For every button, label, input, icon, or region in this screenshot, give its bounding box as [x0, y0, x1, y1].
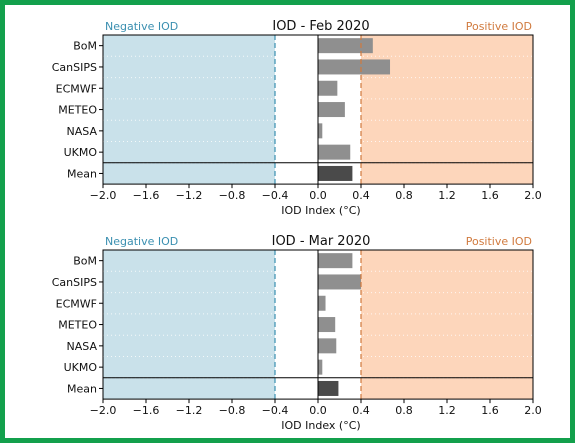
iod-chart: BoM CanSIPS ECMWF METEO NASA UKMO Mean −2.0 −1.6… [52, 19, 542, 217]
category-label: Mean [67, 167, 97, 180]
iod-chart: BoM CanSIPS ECMWF METEO NASA UKMO Mean −2.0 −1.6… [52, 234, 542, 432]
x-tick-label: 1.2 [438, 189, 456, 202]
category-label: CanSIPS [52, 61, 97, 74]
category-label: NASA [67, 125, 98, 138]
x-tick-label: 0.4 [352, 404, 370, 417]
positive-iod-label: Positive IOD [466, 20, 532, 33]
category-label: METEO [58, 104, 97, 117]
positive-iod-region [361, 35, 533, 185]
model-bar-bom [318, 38, 373, 54]
x-tick-label: −2.0 [90, 189, 117, 202]
chart-title: IOD - Feb 2020 [272, 19, 369, 34]
x-tick-label: 2.0 [524, 404, 542, 417]
x-tick-label: −0.8 [219, 189, 246, 202]
category-label: ECMWF [56, 82, 97, 95]
model-bar-nasa [318, 338, 337, 354]
x-axis-label: IOD Index (°C) [281, 204, 360, 217]
category-label: BoM [73, 255, 97, 268]
model-bar-bom [318, 253, 353, 269]
chart-panel-feb-2020: BoM CanSIPS ECMWF METEO NASA UKMO Mean −2.0 −1.6… [5, 12, 575, 222]
chart-title: IOD - Mar 2020 [272, 234, 371, 249]
chart-panel-mar-2020: BoM CanSIPS ECMWF METEO NASA UKMO Mean −2.0 −1.6… [5, 227, 575, 437]
x-tick-label: −1.2 [176, 404, 203, 417]
x-tick-label: 0.0 [309, 189, 327, 202]
category-label: NASA [67, 340, 98, 353]
category-label: BoM [73, 40, 97, 53]
model-bar-nasa [318, 123, 323, 139]
positive-iod-label: Positive IOD [466, 235, 532, 248]
model-bar-ukmo [318, 359, 323, 375]
model-bar-ukmo [318, 144, 351, 160]
x-tick-label: 2.0 [524, 189, 542, 202]
model-bar-meteo [318, 102, 345, 118]
category-label: CanSIPS [52, 276, 97, 289]
negative-iod-region [103, 35, 275, 185]
negative-iod-label: Negative IOD [105, 235, 178, 248]
x-tick-label: 0.4 [352, 189, 370, 202]
model-bar-cansips [318, 274, 361, 290]
x-tick-label: −0.4 [262, 404, 289, 417]
x-tick-label: −0.4 [262, 189, 289, 202]
category-label: Mean [67, 382, 97, 395]
x-tick-label: 0.0 [309, 404, 327, 417]
x-tick-label: −1.2 [176, 189, 203, 202]
x-tick-label: −0.8 [219, 404, 246, 417]
x-tick-label: 0.8 [395, 404, 413, 417]
category-label: METEO [58, 319, 97, 332]
category-label: ECMWF [56, 297, 97, 310]
x-tick-label: −1.6 [133, 404, 160, 417]
negative-iod-label: Negative IOD [105, 20, 178, 33]
mean-bar [318, 380, 339, 396]
x-tick-label: −1.6 [133, 189, 160, 202]
category-label: UKMO [64, 361, 98, 374]
negative-iod-region [103, 250, 275, 400]
x-tick-label: 1.2 [438, 404, 456, 417]
model-bar-ecmwf [318, 80, 338, 96]
x-tick-label: −2.0 [90, 404, 117, 417]
category-label: UKMO [64, 146, 98, 159]
model-bar-cansips [318, 59, 391, 75]
positive-iod-region [361, 250, 533, 400]
x-tick-label: 1.6 [481, 189, 499, 202]
model-bar-ecmwf [318, 295, 326, 311]
x-tick-label: 1.6 [481, 404, 499, 417]
x-axis-label: IOD Index (°C) [281, 419, 360, 432]
x-tick-label: 0.8 [395, 189, 413, 202]
mean-bar [318, 165, 353, 181]
model-bar-meteo [318, 317, 336, 333]
